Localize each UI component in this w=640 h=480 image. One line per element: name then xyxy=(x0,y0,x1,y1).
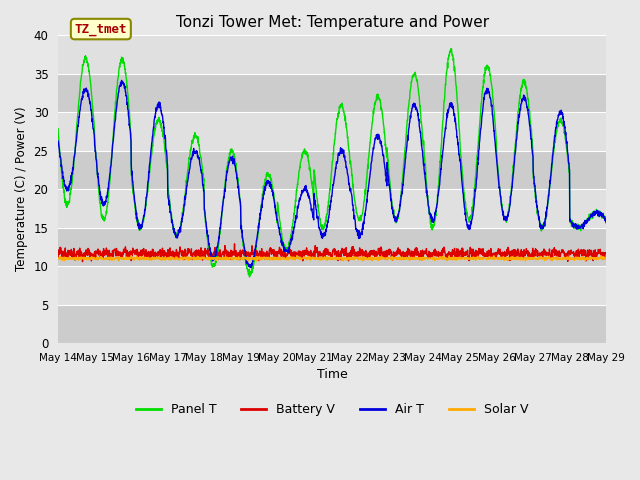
Bar xyxy=(58,74,606,112)
Y-axis label: Temperature (C) / Power (V): Temperature (C) / Power (V) xyxy=(15,107,28,272)
X-axis label: Time: Time xyxy=(317,368,348,381)
Bar xyxy=(58,228,606,266)
Bar xyxy=(58,304,606,343)
Title: Tonzi Tower Met: Temperature and Power: Tonzi Tower Met: Temperature and Power xyxy=(175,15,489,30)
Bar xyxy=(58,151,606,189)
Text: TZ_tmet: TZ_tmet xyxy=(75,23,127,36)
Legend: Panel T, Battery V, Air T, Solar V: Panel T, Battery V, Air T, Solar V xyxy=(131,398,534,421)
